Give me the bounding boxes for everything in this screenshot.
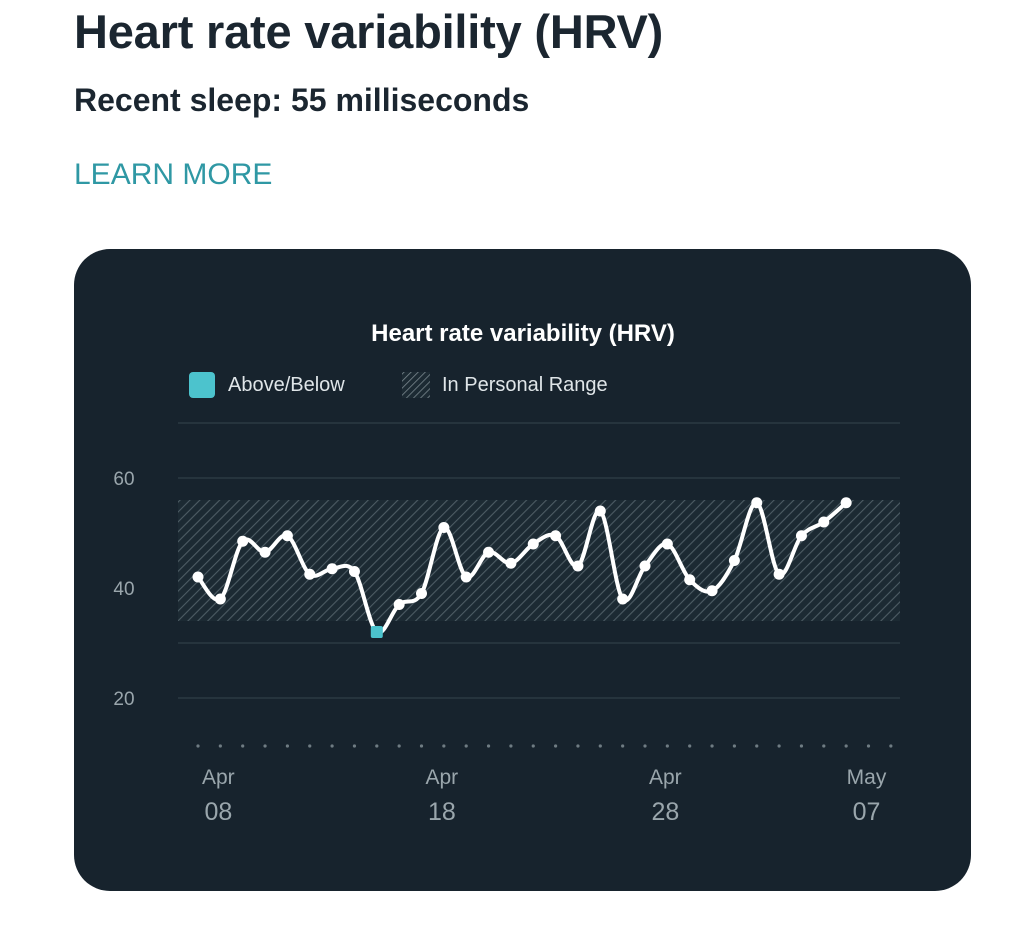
x-baseline-dot: [621, 744, 625, 748]
x-baseline-dot: [598, 744, 602, 748]
x-baseline-dot: [822, 744, 826, 748]
x-baseline-dot: [285, 744, 289, 748]
hrv-point: [460, 571, 472, 583]
x-baseline-dot: [352, 744, 357, 748]
legend-label-personal-range: In Personal Range: [442, 374, 608, 396]
x-baseline-dot: [732, 744, 737, 748]
hrv-point: [818, 516, 830, 528]
x-baseline-dot: [397, 744, 401, 748]
x-baseline-dot: [218, 744, 222, 748]
x-baseline-dot: [799, 744, 804, 748]
x-baseline-dot: [464, 744, 468, 748]
hrv-chart: Heart rate variability (HRV) Above/Below…: [113, 320, 900, 826]
x-tick-day: 28: [651, 798, 679, 826]
chart-title: Heart rate variability (HRV): [371, 320, 675, 347]
hrv-point: [795, 530, 807, 542]
hrv-point: [326, 563, 338, 575]
x-baseline-dot: [554, 744, 558, 748]
chart-legend: Above/Below In Personal Range: [189, 372, 608, 398]
hrv-point: [550, 530, 562, 542]
hrv-point: [840, 497, 852, 509]
x-axis: Apr 08 Apr 18 Apr 28 May 07: [202, 766, 887, 826]
hrv-point: [416, 588, 427, 599]
hrv-point: [214, 593, 226, 605]
hrv-point: [751, 497, 763, 509]
hrv-point: [527, 538, 539, 550]
page-title: Heart rate variability (HRV): [74, 5, 664, 58]
y-tick-label: 40: [113, 579, 134, 600]
hrv-point: [706, 585, 718, 597]
hrv-point: [639, 560, 651, 572]
hrv-point: [259, 546, 271, 558]
hrv-point: [661, 538, 673, 550]
x-baseline-dot: [889, 744, 893, 748]
y-tick-label: 20: [113, 689, 134, 710]
personal-range-band: [178, 500, 900, 621]
hrv-point: [348, 566, 360, 577]
x-baseline-dot: [442, 744, 446, 748]
x-baseline-dot: [866, 744, 871, 748]
x-baseline-dot: [486, 744, 491, 748]
x-tick-month: Apr: [649, 766, 682, 789]
hrv-point: [594, 505, 606, 517]
hrv-point: [684, 574, 696, 586]
legend-swatch-personal-range: [402, 372, 430, 398]
x-baseline-dot: [531, 744, 535, 748]
x-tick-day: 07: [853, 798, 881, 826]
hrv-point: [393, 599, 405, 610]
x-tick-month: May: [847, 766, 887, 789]
x-baseline-dot: [576, 744, 580, 748]
x-baseline-dot: [419, 744, 424, 748]
hrv-chart-card: Heart rate variability (HRV) Above/Below…: [74, 249, 971, 891]
legend-swatch-above-below: [189, 372, 215, 398]
x-tick-day: 08: [204, 798, 232, 826]
x-baseline-dot: [241, 744, 245, 748]
x-baseline-dot: [509, 744, 513, 748]
hrv-point-out-of-range: [370, 626, 383, 638]
x-baseline-dot: [844, 744, 848, 748]
x-baseline-dot: [755, 744, 759, 748]
legend-label-above-below: Above/Below: [228, 374, 345, 396]
x-baseline-dot: [688, 744, 692, 748]
x-baseline-dot: [710, 744, 714, 748]
hrv-point: [304, 568, 316, 580]
x-tick-day: 18: [428, 798, 456, 826]
x-baseline-dot: [263, 744, 267, 748]
y-tick-label: 60: [113, 469, 134, 490]
hrv-point: [505, 557, 517, 569]
hrv-point: [237, 535, 249, 547]
x-baseline-dot: [196, 744, 200, 748]
hrv-point: [483, 546, 495, 558]
personal-range-area: [178, 500, 900, 621]
hrv-point: [572, 560, 584, 572]
hrv-series: [192, 497, 852, 638]
learn-more-link[interactable]: LEARN MORE: [74, 158, 273, 191]
x-baseline-dot: [777, 744, 781, 748]
x-baseline-dot: [330, 744, 334, 748]
x-tick-month: Apr: [426, 766, 459, 789]
hrv-point: [728, 555, 740, 566]
y-axis: 60 40 20: [113, 469, 134, 710]
hrv-point: [773, 568, 785, 580]
x-tick-month: Apr: [202, 766, 235, 789]
x-baseline-dot: [375, 744, 379, 748]
x-baseline-dot: [643, 744, 647, 748]
x-baseline-dot: [665, 744, 669, 748]
hrv-point: [617, 593, 629, 605]
hrv-point: [192, 571, 204, 583]
x-baseline-dot: [308, 744, 312, 748]
recent-sleep-summary: Recent sleep: 55 milliseconds: [74, 82, 530, 118]
hrv-point: [281, 530, 293, 542]
hrv-point: [438, 522, 450, 533]
